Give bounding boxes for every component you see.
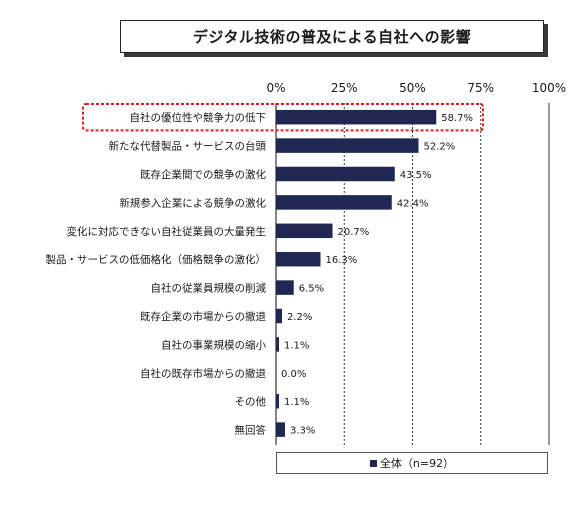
category-label: 自社の既存市場からの撤退 <box>140 367 266 380</box>
legend-label: 全体（n=92） <box>379 457 455 470</box>
tick-label: 50% <box>399 81 426 95</box>
data-label: 1.1% <box>284 340 309 351</box>
category-label: 自社の優位性や競争力の低下 <box>130 111 267 124</box>
chart-title: デジタル技術の普及による自社への影響 <box>120 20 544 53</box>
data-label: 6.5% <box>299 284 324 295</box>
tick-label: 0% <box>266 81 285 95</box>
data-label: 52.2% <box>424 142 456 153</box>
category-label: 製品・サービスの低価格化（価格競争の激化） <box>46 253 267 266</box>
bar <box>276 251 321 267</box>
data-label: 20.7% <box>338 227 370 238</box>
bar <box>276 166 395 182</box>
data-label: 2.2% <box>287 312 312 323</box>
category-label: 既存企業間での競争の激化 <box>140 168 266 181</box>
tick-label: 75% <box>467 81 494 95</box>
highlight-frame <box>82 103 484 132</box>
data-label: 0.0% <box>281 369 306 380</box>
data-label: 1.1% <box>284 397 309 408</box>
legend: 全体（n=92） <box>276 452 548 474</box>
bar <box>276 308 283 324</box>
data-label: 58.7% <box>441 113 473 124</box>
category-label: 無回答 <box>235 424 267 437</box>
tick-label: 25% <box>331 81 358 95</box>
bar <box>276 195 392 210</box>
bar <box>276 280 294 295</box>
data-label: 43.5% <box>400 170 432 181</box>
bar <box>276 138 419 153</box>
category-label: 自社の従業員規模の削減 <box>151 282 267 295</box>
category-label: 自社の事業規模の縮小 <box>161 338 266 351</box>
data-label: 42.4% <box>397 198 429 209</box>
bar <box>276 393 280 409</box>
category-label: 新たな代替製品・サービスの台頭 <box>109 140 267 153</box>
category-label: 既存企業の市場からの撤退 <box>140 310 266 323</box>
category-label: 新規参入企業による競争の激化 <box>119 196 266 209</box>
bar <box>276 337 280 352</box>
bar <box>276 422 286 437</box>
data-label: 3.3% <box>290 426 315 437</box>
bar <box>276 223 333 239</box>
category-label: 変化に対応できない自社従業員の大量発生 <box>67 225 267 238</box>
tick-label: 100% <box>532 81 566 95</box>
category-label: その他 <box>235 395 267 408</box>
data-label: 16.3% <box>325 255 357 266</box>
legend-swatch <box>369 459 377 467</box>
bar <box>276 109 437 125</box>
